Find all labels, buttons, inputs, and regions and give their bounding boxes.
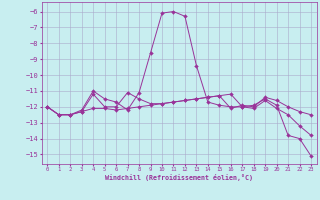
- X-axis label: Windchill (Refroidissement éolien,°C): Windchill (Refroidissement éolien,°C): [105, 174, 253, 181]
